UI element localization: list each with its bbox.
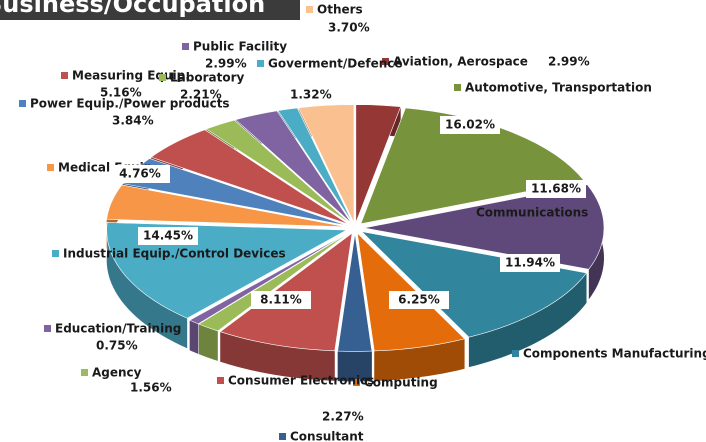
legend-marker [182, 43, 189, 50]
value-label: 6.25% [398, 293, 440, 307]
legend-marker [217, 377, 224, 384]
slice [298, 104, 355, 223]
slice-side [468, 272, 587, 368]
legend-marker [512, 350, 519, 357]
slice [360, 231, 588, 338]
slice [277, 107, 353, 223]
category-label: Others [317, 3, 363, 17]
slice [235, 110, 352, 224]
legend-marker [306, 6, 313, 13]
legend-marker [52, 250, 59, 257]
slice-side [189, 320, 199, 354]
legend-marker [279, 433, 286, 440]
value-label: 2.99% [205, 57, 247, 71]
slice [198, 232, 350, 332]
value-label: 2.21% [180, 88, 222, 102]
value-label: 1.32% [290, 88, 332, 102]
legend-marker [353, 379, 360, 386]
legend-marker [454, 84, 461, 91]
slice-side [374, 338, 465, 381]
value-label-box [500, 254, 560, 272]
legend-marker [61, 72, 68, 79]
slice [355, 104, 402, 223]
slice [363, 184, 605, 270]
slice-side [220, 331, 335, 381]
value-label: 5.16% [100, 86, 142, 100]
category-label: Computing [364, 376, 438, 390]
value-label: 8.11% [260, 293, 302, 307]
value-label-box [440, 116, 500, 134]
value-label-box [526, 180, 586, 198]
value-label: 14.45% [143, 229, 193, 243]
chart-title: Business/Occupation [0, 0, 265, 18]
slice-side [337, 351, 372, 382]
category-label: Communications [476, 206, 588, 220]
category-label: Aviation, Aerospace [393, 55, 528, 69]
slice [106, 222, 348, 319]
slice [106, 184, 347, 228]
value-label: 0.75% [96, 339, 138, 353]
legend-marker [465, 209, 472, 216]
legend-marker [382, 58, 389, 65]
value-label: 3.70% [328, 21, 370, 35]
category-label: Automotive, Transportation [465, 81, 652, 95]
slice [150, 129, 349, 225]
slice [337, 233, 373, 352]
slice [360, 107, 585, 225]
category-label: Components Manufacturing [523, 347, 706, 361]
category-label: Industrial Equip./Control Devices [63, 247, 286, 261]
value-label: 11.68% [531, 182, 581, 196]
legend-marker [81, 369, 88, 376]
value-label-box [251, 291, 311, 309]
legend-marker [257, 60, 264, 67]
legend-marker [19, 100, 26, 107]
value-label: 16.02% [445, 118, 495, 132]
legend-marker [159, 74, 166, 81]
title-box [0, 0, 300, 20]
value-label: 4.76% [119, 167, 161, 181]
legend-marker [47, 164, 54, 171]
slice [205, 119, 351, 224]
slice-tops [106, 104, 605, 352]
category-label: Power Equip./Power products [30, 97, 230, 111]
value-label: 1.56% [130, 381, 172, 395]
category-label: Goverment/Defence [268, 57, 403, 71]
slice [188, 231, 350, 325]
category-label: Consumer Electronics [228, 374, 374, 388]
category-label: Education/Training [55, 322, 181, 336]
value-label: 11.94% [505, 256, 555, 270]
value-label-box [110, 165, 170, 183]
legend-marker [44, 325, 51, 332]
value-label: 2.27% [322, 410, 364, 424]
slice-side [198, 324, 218, 361]
slice-side [106, 222, 188, 349]
value-label-box [389, 291, 449, 309]
category-label: Consultant [290, 430, 364, 442]
value-label: 3.84% [112, 114, 154, 128]
category-label: Agency [92, 366, 142, 380]
value-label: 2.99% [548, 55, 590, 69]
value-label-box [138, 227, 198, 245]
category-label: Public Facility [193, 40, 287, 54]
category-label: Laboratory [170, 71, 244, 85]
